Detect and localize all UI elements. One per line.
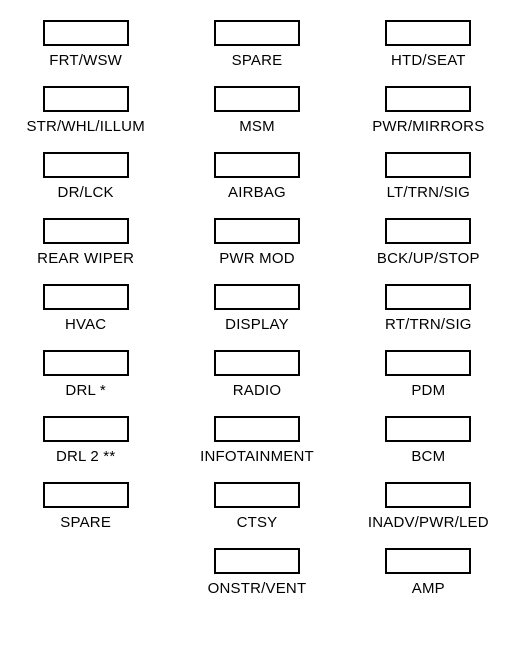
fuse-box [214, 350, 300, 376]
fuse-cell: REAR WIPER [0, 218, 171, 278]
fuse-cell: PWR MOD [171, 218, 342, 278]
fuse-cell: INFOTAINMENT [171, 416, 342, 476]
fuse-box [43, 218, 129, 244]
fuse-box [385, 284, 471, 310]
fuse-cell: AMP [343, 548, 514, 608]
fuse-cell: SPARE [171, 20, 342, 80]
fuse-label: AMP [412, 580, 445, 597]
fuse-label: CTSY [237, 514, 278, 531]
fuse-label: HVAC [65, 316, 106, 333]
fuse-cell: LT/TRN/SIG [343, 152, 514, 212]
fuse-box-diagram: FRT/WSW SPARE HTD/SEAT STR/WHL/ILLUM MSM PWR/… [0, 0, 514, 650]
fuse-box [385, 482, 471, 508]
fuse-cell: DISPLAY [171, 284, 342, 344]
fuse-box [385, 20, 471, 46]
fuse-label: ONSTR/VENT [208, 580, 307, 597]
fuse-cell: DRL * [0, 350, 171, 410]
fuse-cell: AIRBAG [171, 152, 342, 212]
fuse-cell: FRT/WSW [0, 20, 171, 80]
fuse-label: PWR MOD [219, 250, 295, 267]
fuse-cell: MSM [171, 86, 342, 146]
fuse-label: DR/LCK [58, 184, 114, 201]
fuse-label: RT/TRN/SIG [385, 316, 472, 333]
fuse-label: DRL * [65, 382, 105, 399]
fuse-cell: PWR/MIRRORS [343, 86, 514, 146]
fuse-label: REAR WIPER [37, 250, 134, 267]
fuse-cell: PDM [343, 350, 514, 410]
fuse-cell: STR/WHL/ILLUM [0, 86, 171, 146]
fuse-label: INADV/PWR/LED [368, 514, 489, 531]
fuse-box [385, 218, 471, 244]
fuse-cell: DR/LCK [0, 152, 171, 212]
fuse-cell: HVAC [0, 284, 171, 344]
fuse-label: BCM [411, 448, 445, 465]
fuse-label: SPARE [232, 52, 283, 69]
fuse-label: INFOTAINMENT [200, 448, 314, 465]
fuse-box [43, 482, 129, 508]
fuse-box [214, 86, 300, 112]
fuse-label: LT/TRN/SIG [387, 184, 470, 201]
fuse-label: HTD/SEAT [391, 52, 466, 69]
fuse-cell: DRL 2 ** [0, 416, 171, 476]
fuse-grid: FRT/WSW SPARE HTD/SEAT STR/WHL/ILLUM MSM PWR/… [0, 20, 514, 608]
fuse-box [214, 548, 300, 574]
fuse-box [385, 416, 471, 442]
fuse-box [214, 416, 300, 442]
fuse-box [43, 86, 129, 112]
fuse-label: RADIO [233, 382, 282, 399]
fuse-box [385, 152, 471, 178]
fuse-label: FRT/WSW [49, 52, 122, 69]
fuse-box [43, 284, 129, 310]
fuse-box [214, 218, 300, 244]
fuse-box [385, 86, 471, 112]
fuse-cell: CTSY [171, 482, 342, 542]
fuse-box [214, 284, 300, 310]
fuse-cell: INADV/PWR/LED [343, 482, 514, 542]
fuse-cell: RT/TRN/SIG [343, 284, 514, 344]
fuse-box [214, 152, 300, 178]
fuse-box [43, 416, 129, 442]
fuse-label: MSM [239, 118, 275, 135]
fuse-label: SPARE [60, 514, 111, 531]
fuse-cell: SPARE [0, 482, 171, 542]
fuse-cell: BCM [343, 416, 514, 476]
fuse-label: PDM [411, 382, 445, 399]
fuse-cell: HTD/SEAT [343, 20, 514, 80]
fuse-cell: RADIO [171, 350, 342, 410]
fuse-box [385, 350, 471, 376]
fuse-label: DISPLAY [225, 316, 289, 333]
fuse-label: STR/WHL/ILLUM [26, 118, 144, 135]
fuse-cell: BCK/UP/STOP [343, 218, 514, 278]
fuse-box [43, 152, 129, 178]
fuse-label: DRL 2 ** [56, 448, 115, 465]
fuse-box [43, 350, 129, 376]
fuse-label: PWR/MIRRORS [372, 118, 484, 135]
fuse-label: BCK/UP/STOP [377, 250, 480, 267]
fuse-box [385, 548, 471, 574]
fuse-box [214, 20, 300, 46]
fuse-label: AIRBAG [228, 184, 286, 201]
fuse-cell: ONSTR/VENT [171, 548, 342, 608]
fuse-box [43, 20, 129, 46]
fuse-box [214, 482, 300, 508]
